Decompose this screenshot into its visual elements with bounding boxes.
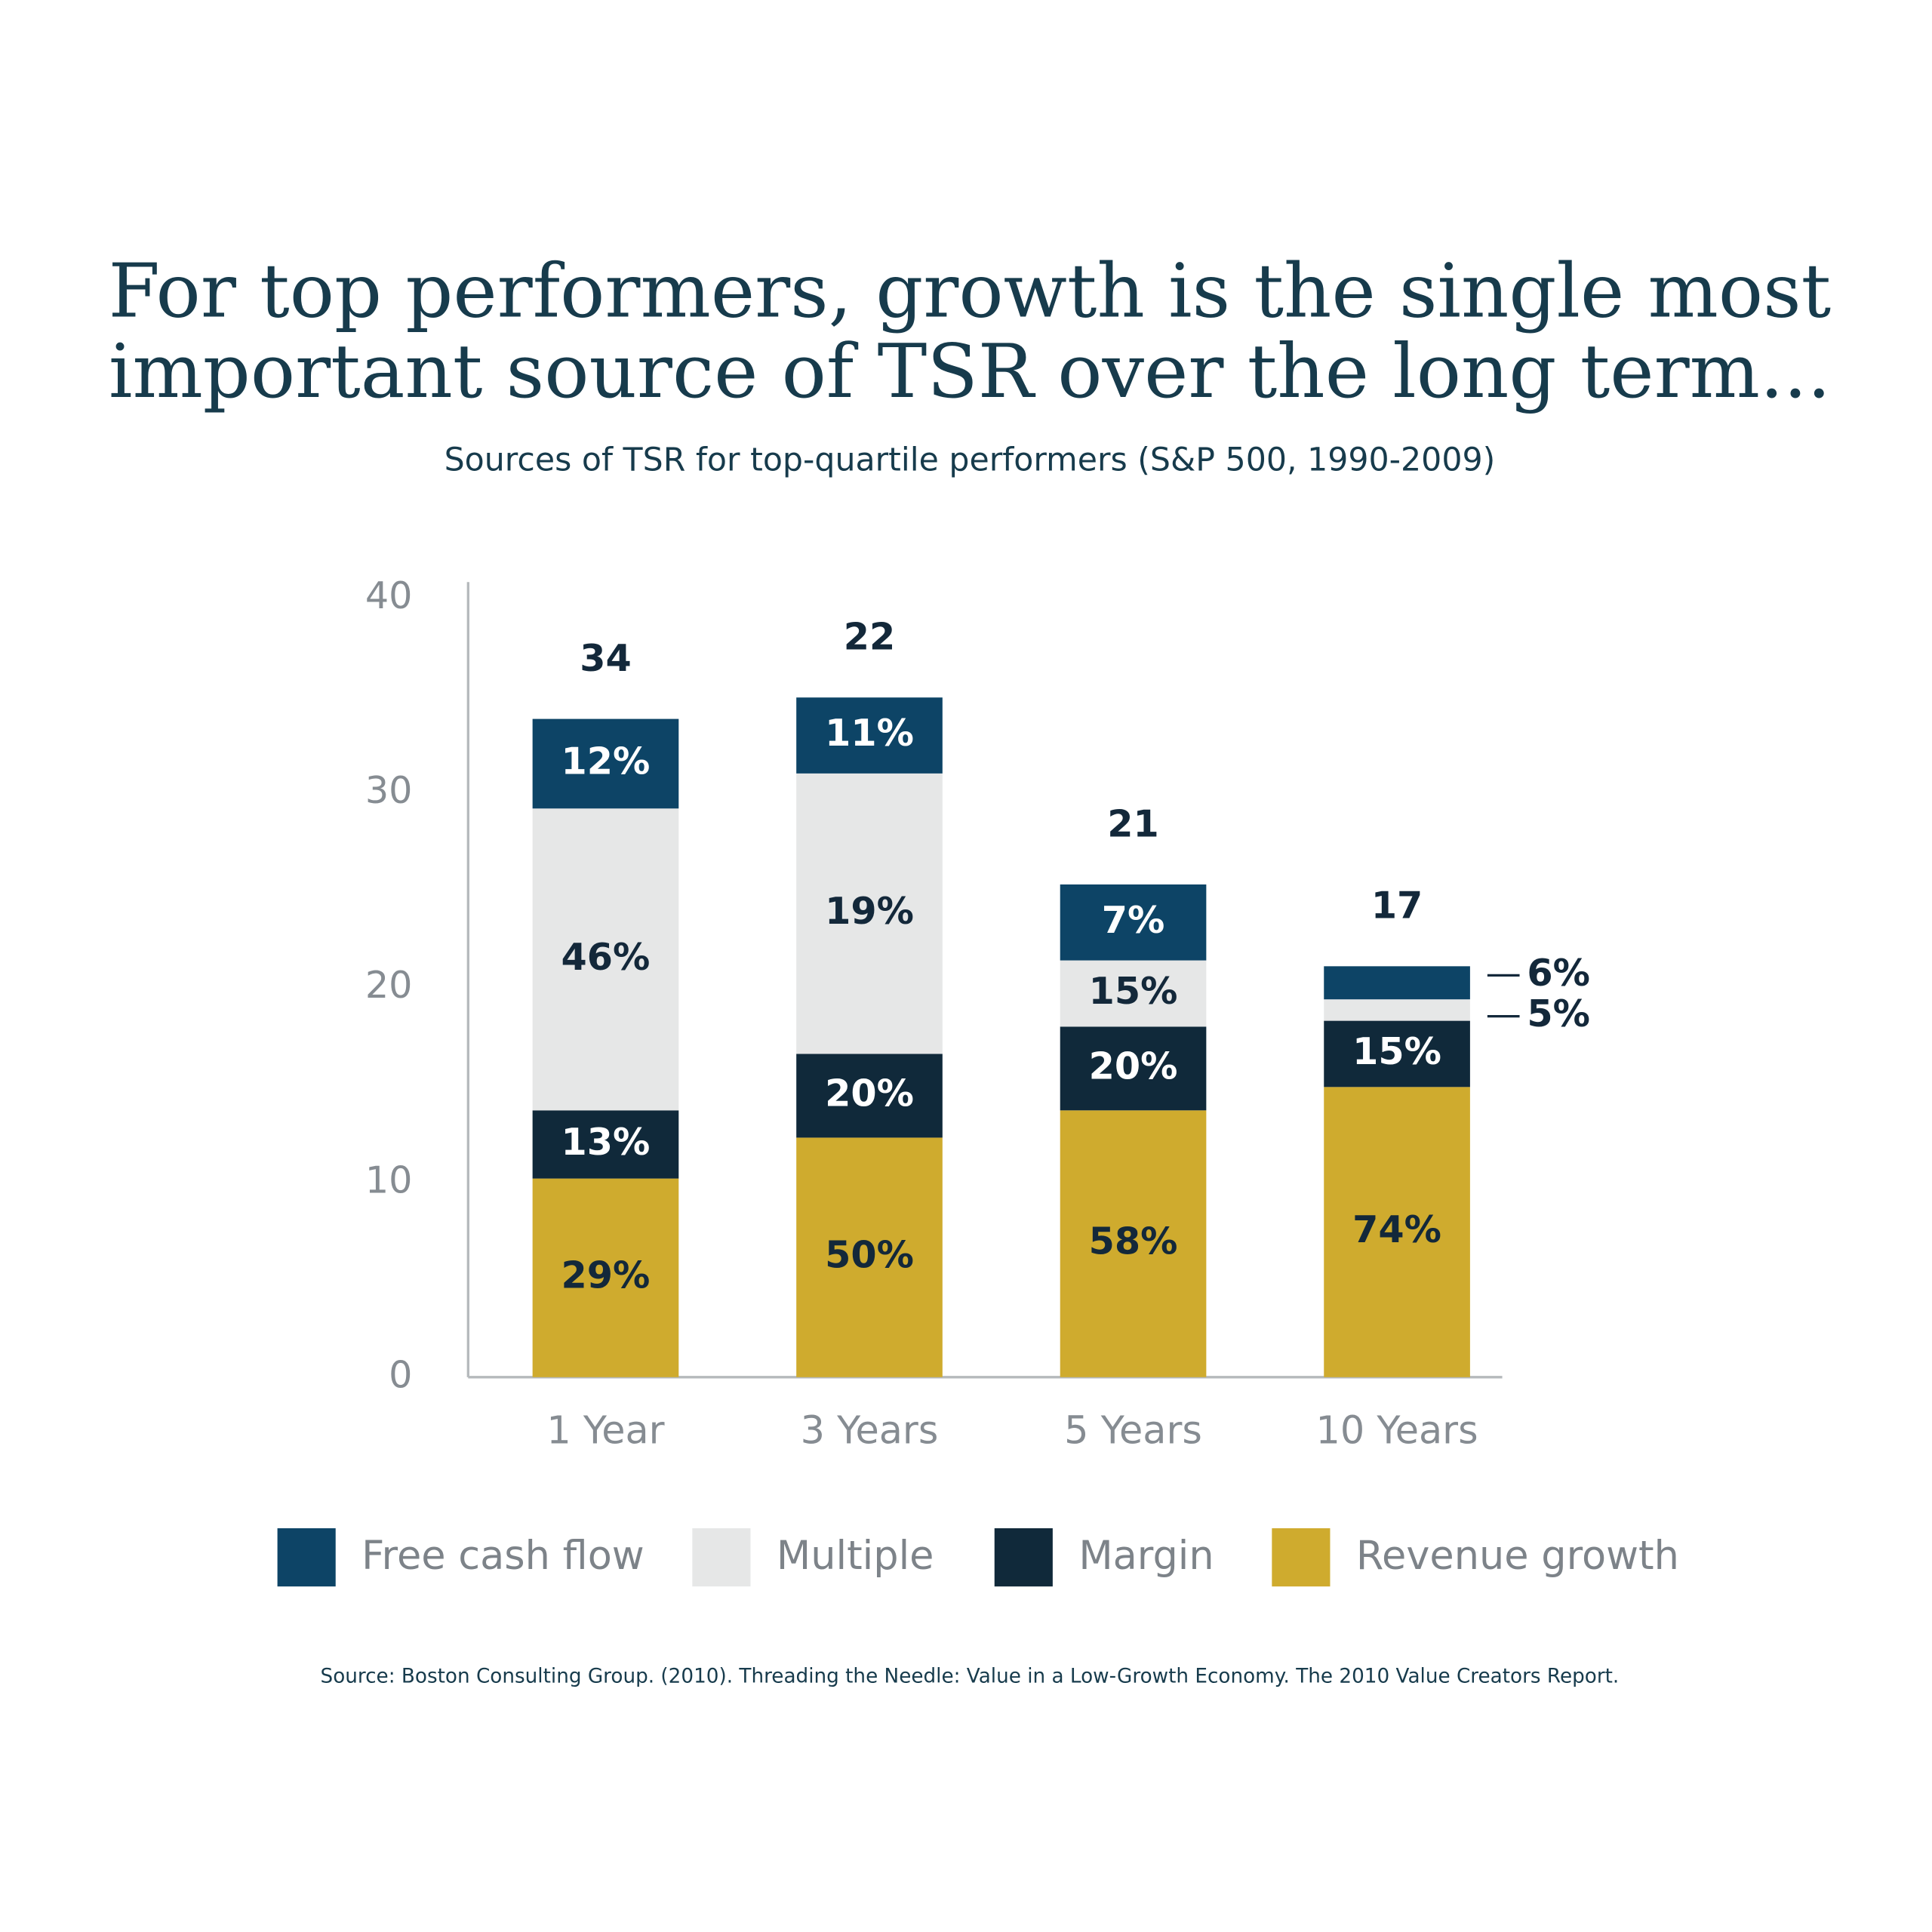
x-tick-label: 5 Years	[1064, 1408, 1202, 1453]
bar-segment	[796, 1137, 943, 1377]
segment-label: 7%	[1102, 898, 1165, 942]
source-note: Source: Boston Consulting Group. (2010).…	[321, 1665, 1620, 1687]
segment-label: 6%	[1527, 951, 1590, 995]
x-tick-label: 1 Year	[546, 1408, 664, 1453]
segment-label: 13%	[561, 1120, 651, 1164]
segment-label: 74%	[1352, 1208, 1441, 1251]
bar-segment	[796, 697, 943, 774]
x-tick-label: 10 Years	[1316, 1408, 1478, 1453]
segment-label: 12%	[561, 739, 651, 783]
segment-label: 19%	[825, 889, 914, 933]
y-tick-label: 20	[365, 963, 413, 1007]
segment-label: 50%	[825, 1233, 914, 1277]
chart-title: important source of TSR over the long te…	[109, 329, 1831, 415]
total-label: 17	[1371, 884, 1423, 928]
legend-label: Free cash flow	[361, 1533, 645, 1579]
bar-segment	[532, 808, 679, 1111]
total-label: 34	[580, 636, 632, 680]
bar-segment	[1060, 884, 1207, 961]
legend-label: Multiple	[777, 1533, 934, 1579]
chart-subtitle: Sources of TSR for top-quartile performe…	[445, 441, 1496, 479]
legend-label: Margin	[1078, 1533, 1214, 1579]
legend-swatch	[1272, 1528, 1331, 1587]
segment-label: 15%	[1352, 1029, 1441, 1073]
bar-segment	[532, 1178, 679, 1377]
bar-segment	[1060, 1026, 1207, 1111]
bar-segment	[532, 718, 679, 809]
bar-segment	[1324, 999, 1470, 1021]
segment-label: 15%	[1089, 969, 1178, 1013]
legend-swatch	[994, 1528, 1053, 1587]
x-tick-label: 3 Years	[801, 1408, 939, 1453]
bar-segment	[1324, 966, 1470, 1000]
bar-segment	[532, 1110, 679, 1179]
segment-label: 58%	[1089, 1220, 1178, 1263]
legend-label: Revenue growth	[1356, 1533, 1679, 1579]
total-label: 22	[844, 615, 896, 659]
y-tick-label: 40	[365, 574, 413, 617]
segment-label: 5%	[1527, 992, 1590, 1035]
legend-swatch	[692, 1528, 751, 1587]
y-tick-label: 0	[389, 1352, 412, 1396]
segment-label: 11%	[825, 711, 914, 755]
bar-segment	[1060, 1110, 1207, 1377]
bar-segment	[796, 773, 943, 1054]
bar-segment	[1324, 1020, 1470, 1088]
segment-label: 20%	[1089, 1044, 1178, 1088]
segment-label: 46%	[561, 935, 651, 979]
bar-segment	[1060, 960, 1207, 1027]
y-tick-label: 30	[365, 768, 413, 812]
segment-label: 29%	[561, 1254, 651, 1297]
bar-segment	[796, 1054, 943, 1138]
bar-segment	[1324, 1087, 1470, 1377]
legend-swatch	[277, 1528, 336, 1587]
y-tick-label: 10	[365, 1158, 413, 1201]
segment-label: 20%	[825, 1071, 914, 1115]
chart-title: For top performers, growth is the single…	[109, 248, 1832, 334]
total-label: 21	[1107, 801, 1159, 845]
